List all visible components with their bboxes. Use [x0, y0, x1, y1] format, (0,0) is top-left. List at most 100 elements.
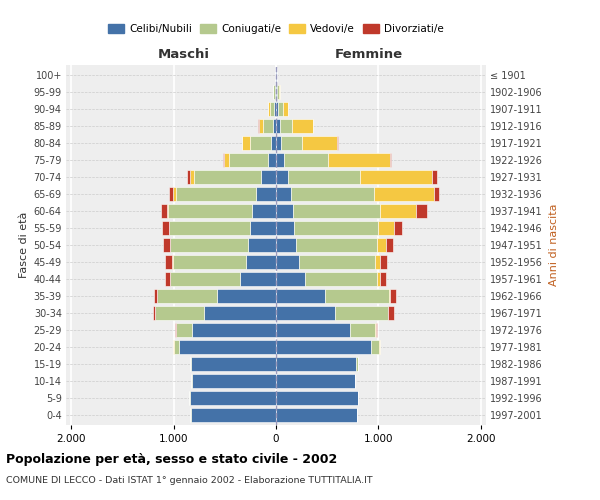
Bar — [386, 238, 393, 252]
Bar — [299, 255, 376, 269]
Bar — [432, 170, 437, 184]
Bar — [278, 102, 283, 116]
Bar — [276, 289, 325, 303]
Bar — [390, 289, 396, 303]
Text: COMUNE DI LECCO - Dati ISTAT 1° gennaio 2002 - Elaborazione TUTTITALIA.IT: COMUNE DI LECCO - Dati ISTAT 1° gennaio … — [6, 476, 373, 485]
Bar — [328, 153, 390, 167]
Bar — [276, 255, 299, 269]
Bar — [280, 119, 292, 133]
Bar — [273, 119, 276, 133]
Bar — [276, 102, 278, 116]
Bar — [276, 306, 335, 320]
Bar — [166, 255, 172, 269]
Bar — [325, 289, 389, 303]
Bar — [377, 272, 380, 286]
Bar — [240, 272, 276, 286]
Bar — [263, 119, 273, 133]
Bar — [284, 153, 328, 167]
Legend: Celibi/Nubili, Coniugati/e, Vedovi/e, Divorziati/e: Celibi/Nubili, Coniugati/e, Vedovi/e, Di… — [104, 20, 448, 38]
Bar — [271, 136, 276, 150]
Bar — [268, 153, 276, 167]
Bar — [187, 170, 190, 184]
Bar — [389, 289, 390, 303]
Bar — [170, 238, 248, 252]
Bar — [390, 153, 391, 167]
Bar — [276, 136, 281, 150]
Bar — [190, 391, 276, 405]
Bar — [173, 340, 179, 354]
Bar — [155, 306, 204, 320]
Bar — [380, 255, 386, 269]
Bar — [360, 170, 432, 184]
Bar — [293, 204, 380, 218]
Bar — [276, 391, 358, 405]
Bar — [259, 119, 263, 133]
Bar — [350, 323, 376, 337]
Bar — [157, 289, 217, 303]
Bar — [276, 340, 371, 354]
Bar — [192, 374, 276, 388]
Bar — [268, 102, 270, 116]
Bar — [154, 289, 157, 303]
Bar — [305, 272, 377, 286]
Bar — [165, 272, 170, 286]
Bar — [169, 221, 250, 235]
Bar — [276, 119, 280, 133]
Bar — [374, 187, 434, 201]
Bar — [242, 136, 250, 150]
Bar — [295, 221, 379, 235]
Bar — [169, 204, 253, 218]
Bar — [337, 136, 338, 150]
Bar — [190, 357, 191, 371]
Bar — [274, 85, 275, 99]
Bar — [179, 340, 276, 354]
Bar — [416, 204, 427, 218]
Bar — [270, 102, 274, 116]
Bar — [276, 238, 296, 252]
Bar — [278, 85, 280, 99]
Bar — [169, 187, 173, 201]
Bar — [250, 221, 276, 235]
Bar — [253, 204, 276, 218]
Bar — [276, 374, 355, 388]
Bar — [376, 255, 380, 269]
Bar — [204, 306, 276, 320]
Bar — [276, 221, 295, 235]
Text: Popolazione per età, sesso e stato civile - 2002: Popolazione per età, sesso e stato civil… — [6, 452, 337, 466]
Bar — [302, 136, 337, 150]
Bar — [276, 187, 292, 201]
Bar — [173, 255, 246, 269]
Bar — [229, 153, 268, 167]
Bar — [276, 204, 293, 218]
Bar — [274, 102, 276, 116]
Bar — [191, 357, 276, 371]
Bar — [246, 255, 276, 269]
Y-axis label: Anni di nascita: Anni di nascita — [548, 204, 559, 286]
Bar — [276, 170, 288, 184]
Bar — [276, 272, 305, 286]
Bar — [250, 136, 271, 150]
Bar — [394, 221, 402, 235]
Bar — [256, 187, 276, 201]
Bar — [173, 187, 176, 201]
Bar — [356, 357, 358, 371]
Bar — [377, 238, 386, 252]
Bar — [190, 170, 194, 184]
Bar — [276, 408, 357, 422]
Text: Femmine: Femmine — [334, 48, 403, 62]
Bar — [380, 272, 386, 286]
Bar — [153, 306, 155, 320]
Bar — [191, 408, 276, 422]
Bar — [434, 187, 439, 201]
Bar — [292, 119, 313, 133]
Bar — [296, 238, 377, 252]
Bar — [163, 238, 170, 252]
Bar — [277, 85, 278, 99]
Bar — [276, 85, 277, 99]
Bar — [170, 272, 240, 286]
Bar — [176, 187, 256, 201]
Text: Maschi: Maschi — [158, 48, 209, 62]
Bar — [194, 170, 260, 184]
Bar — [276, 323, 350, 337]
Bar — [283, 102, 288, 116]
